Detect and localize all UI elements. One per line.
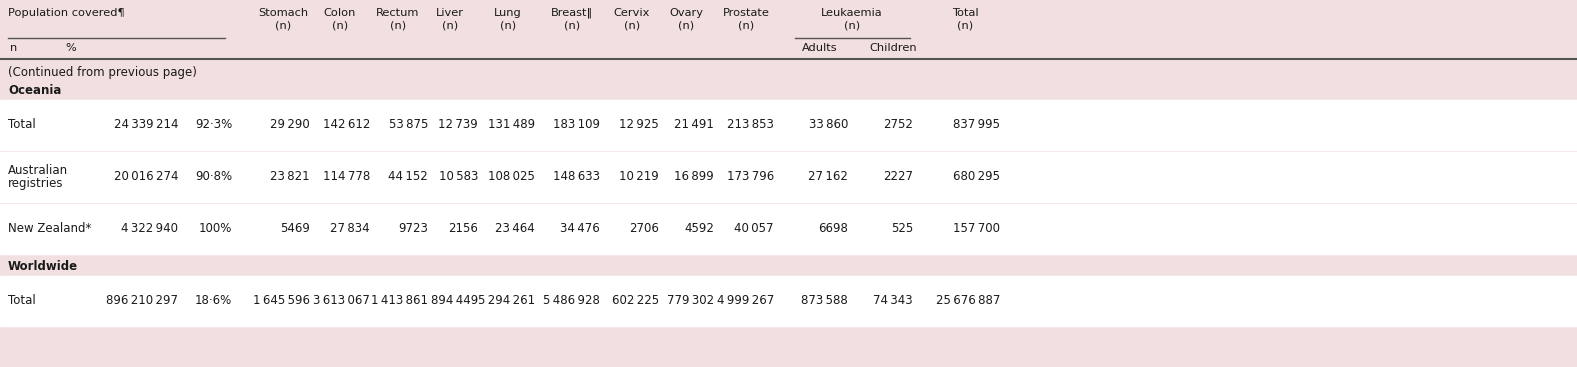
Text: 12 739: 12 739 (438, 119, 478, 131)
Text: 3 613 067: 3 613 067 (314, 294, 371, 308)
Text: Children: Children (869, 43, 916, 53)
Text: 114 778: 114 778 (323, 171, 371, 184)
Text: Cervix: Cervix (613, 8, 650, 18)
Text: 5 486 928: 5 486 928 (542, 294, 599, 308)
Text: 837 995: 837 995 (953, 119, 1000, 131)
Text: 2227: 2227 (883, 171, 913, 184)
Text: 2752: 2752 (883, 119, 913, 131)
Text: registries: registries (8, 177, 63, 190)
Text: (n): (n) (844, 20, 859, 30)
Text: 108 025: 108 025 (489, 171, 535, 184)
Text: 27 834: 27 834 (330, 222, 371, 236)
Text: Adults: Adults (803, 43, 837, 53)
Text: 131 489: 131 489 (487, 119, 535, 131)
Text: 2156: 2156 (448, 222, 478, 236)
Text: 894 449: 894 449 (431, 294, 478, 308)
Text: Total: Total (8, 119, 36, 131)
Text: 27 162: 27 162 (807, 171, 848, 184)
Text: Worldwide: Worldwide (8, 260, 79, 273)
Text: 25 676 887: 25 676 887 (935, 294, 1000, 308)
Text: 5469: 5469 (281, 222, 311, 236)
Text: 10 219: 10 219 (620, 171, 659, 184)
Text: 12 925: 12 925 (620, 119, 659, 131)
Text: (n): (n) (565, 20, 580, 30)
Text: 680 295: 680 295 (953, 171, 1000, 184)
Text: 1 413 861: 1 413 861 (371, 294, 427, 308)
Text: Oceania: Oceania (8, 84, 62, 97)
Text: Leukaemia: Leukaemia (822, 8, 883, 18)
Text: Stomach: Stomach (259, 8, 308, 18)
Text: Breast‖: Breast‖ (550, 8, 593, 18)
Text: Prostate: Prostate (722, 8, 770, 18)
Text: Total: Total (8, 294, 36, 308)
Text: 92·3%: 92·3% (194, 119, 232, 131)
Text: 213 853: 213 853 (727, 119, 774, 131)
Text: Liver: Liver (435, 8, 464, 18)
Text: Australian: Australian (8, 164, 68, 177)
Text: New Zealand*: New Zealand* (8, 222, 91, 236)
Text: 33 860: 33 860 (809, 119, 848, 131)
Text: (n): (n) (274, 20, 292, 30)
Bar (0, 276, 1577, 326)
Text: 602 225: 602 225 (612, 294, 659, 308)
Text: 9723: 9723 (397, 222, 427, 236)
Text: 23 821: 23 821 (270, 171, 311, 184)
Text: 1 645 596: 1 645 596 (252, 294, 311, 308)
Text: (n): (n) (678, 20, 694, 30)
Text: 44 152: 44 152 (388, 171, 427, 184)
Text: Ovary: Ovary (669, 8, 703, 18)
Text: Population covered¶: Population covered¶ (8, 8, 125, 18)
Text: 18·6%: 18·6% (194, 294, 232, 308)
Bar (0, 100, 1577, 150)
Text: 173 796: 173 796 (727, 171, 774, 184)
Text: 16 899: 16 899 (675, 171, 714, 184)
Text: 525: 525 (891, 222, 913, 236)
Text: 29 290: 29 290 (270, 119, 311, 131)
Text: 142 612: 142 612 (323, 119, 371, 131)
Bar (0, 204, 1577, 254)
Text: 779 302: 779 302 (667, 294, 714, 308)
Text: 6698: 6698 (818, 222, 848, 236)
Text: 183 109: 183 109 (554, 119, 599, 131)
Text: Colon: Colon (323, 8, 356, 18)
Text: 148 633: 148 633 (554, 171, 599, 184)
Text: 74 343: 74 343 (874, 294, 913, 308)
Text: 4 322 940: 4 322 940 (121, 222, 178, 236)
Text: 34 476: 34 476 (560, 222, 599, 236)
Text: 40 057: 40 057 (735, 222, 774, 236)
Text: (n): (n) (957, 20, 973, 30)
Bar (0, 152, 1577, 202)
Text: Total: Total (951, 8, 978, 18)
Text: 5 294 261: 5 294 261 (478, 294, 535, 308)
Text: 10 583: 10 583 (438, 171, 478, 184)
Text: 24 339 214: 24 339 214 (114, 119, 178, 131)
Text: Rectum: Rectum (377, 8, 419, 18)
Text: (n): (n) (738, 20, 754, 30)
Text: 157 700: 157 700 (953, 222, 1000, 236)
Text: (n): (n) (500, 20, 516, 30)
Text: 90·8%: 90·8% (196, 171, 232, 184)
Text: (Continued from previous page): (Continued from previous page) (8, 66, 197, 79)
Text: (n): (n) (390, 20, 405, 30)
Text: (n): (n) (331, 20, 349, 30)
Text: 20 016 274: 20 016 274 (114, 171, 178, 184)
Text: 896 210 297: 896 210 297 (106, 294, 178, 308)
Text: 21 491: 21 491 (673, 119, 714, 131)
Text: 4 999 267: 4 999 267 (718, 294, 774, 308)
Text: n: n (9, 43, 17, 53)
Text: 2706: 2706 (629, 222, 659, 236)
Text: 4592: 4592 (684, 222, 714, 236)
Text: Lung: Lung (494, 8, 522, 18)
Text: (n): (n) (624, 20, 640, 30)
Text: 873 588: 873 588 (801, 294, 848, 308)
Text: (n): (n) (442, 20, 457, 30)
Text: 100%: 100% (199, 222, 232, 236)
Text: %: % (65, 43, 76, 53)
Text: 23 464: 23 464 (495, 222, 535, 236)
Text: 53 875: 53 875 (388, 119, 427, 131)
